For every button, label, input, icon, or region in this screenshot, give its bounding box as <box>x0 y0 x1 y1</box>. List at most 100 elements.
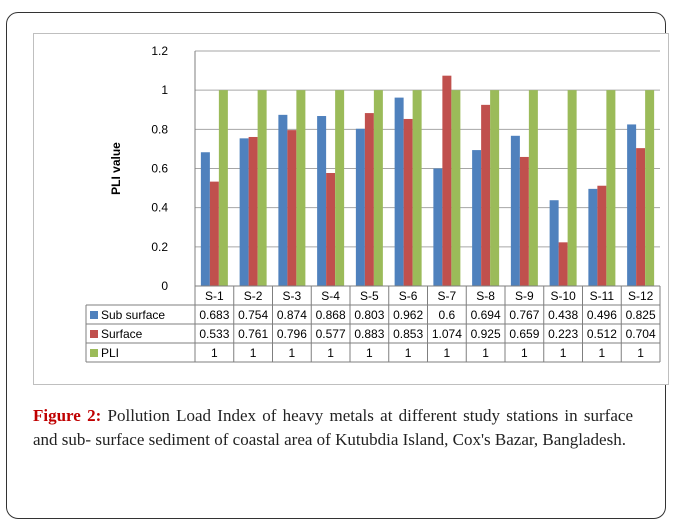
data-label: 1 <box>327 346 334 360</box>
y-tick-label: 1.2 <box>151 44 168 58</box>
legend-swatch <box>90 349 98 357</box>
y-tick-label: 0.6 <box>151 162 168 176</box>
bar <box>528 90 538 286</box>
bar <box>317 116 327 287</box>
bar <box>636 148 646 286</box>
data-label: 0.754 <box>238 308 268 322</box>
bar <box>326 173 336 286</box>
data-label: 0.512 <box>587 327 617 341</box>
bar <box>355 128 365 286</box>
bar <box>442 75 452 286</box>
data-label: 0.496 <box>587 308 617 322</box>
bar <box>481 104 491 287</box>
bar <box>472 150 482 286</box>
legend-swatch <box>90 311 98 319</box>
legend-swatch <box>90 330 98 338</box>
figure-label: Figure 2: <box>33 406 102 425</box>
x-tick-label: S-7 <box>438 289 457 303</box>
bar <box>257 90 267 286</box>
x-tick-label: S-2 <box>244 289 263 303</box>
data-label: 0.577 <box>316 327 346 341</box>
y-tick-label: 0.8 <box>151 122 168 136</box>
data-label: 0.803 <box>354 308 384 322</box>
bar <box>218 90 228 286</box>
x-tick-label: S-10 <box>550 289 576 303</box>
bar <box>278 114 288 286</box>
data-label: 0.683 <box>199 308 229 322</box>
data-label: 0.438 <box>548 308 578 322</box>
bar <box>597 185 607 286</box>
caption-text: Pollution Load Index of heavy metals at … <box>33 406 633 449</box>
bar <box>248 136 258 286</box>
bar <box>606 90 616 286</box>
x-tick-label: S-9 <box>515 289 534 303</box>
legend-label: Sub surface <box>101 308 165 322</box>
bar <box>510 135 520 286</box>
data-label: 0.767 <box>509 308 539 322</box>
x-tick-label: S-1 <box>205 289 224 303</box>
data-label: 1 <box>289 346 296 360</box>
y-tick-label: 0.4 <box>151 201 168 215</box>
data-label: 0.659 <box>509 327 539 341</box>
bar <box>519 156 529 286</box>
bar <box>296 90 306 286</box>
x-tick-label: S-5 <box>360 289 379 303</box>
data-label: 1.074 <box>432 327 462 341</box>
x-tick-label: S-11 <box>590 289 615 303</box>
bar <box>287 130 297 286</box>
bar <box>335 90 345 286</box>
legend-label: PLI <box>101 346 119 360</box>
bar <box>412 90 422 286</box>
pli-chart: 0 0.2 0.4 0.6 0.8 1 1.2 PLI value S-1 S-2 S-3 S-4 S-… <box>85 44 661 363</box>
x-tick-label: S-3 <box>283 289 302 303</box>
data-label: 1 <box>637 346 644 360</box>
data-label: 1 <box>405 346 412 360</box>
data-label: 0.962 <box>393 308 423 322</box>
bar <box>433 168 443 286</box>
x-tick-label: S-12 <box>628 289 654 303</box>
y-tick-label: 1 <box>161 83 168 97</box>
x-tick-label: S-6 <box>399 289 418 303</box>
data-label: 1 <box>521 346 528 360</box>
data-label: 0.883 <box>354 327 384 341</box>
data-label: 0.694 <box>471 308 501 322</box>
bar <box>558 242 568 286</box>
bar <box>209 181 219 286</box>
data-label: 0.853 <box>393 327 423 341</box>
bar <box>451 90 461 286</box>
data-label: 0.223 <box>548 327 578 341</box>
data-label: 0.761 <box>238 327 268 341</box>
x-tick-label: S-8 <box>476 289 495 303</box>
data-label: 0.825 <box>626 308 656 322</box>
data-label: 0.925 <box>471 327 501 341</box>
legend-label: Surface <box>101 327 143 341</box>
bar <box>239 138 249 286</box>
bar <box>549 200 559 286</box>
data-label: 0.796 <box>277 327 307 341</box>
data-label: 0.533 <box>199 327 229 341</box>
data-label: 1 <box>560 346 567 360</box>
bar <box>627 124 637 286</box>
x-tick-label: S-4 <box>321 289 340 303</box>
bar <box>200 152 210 286</box>
bar <box>588 188 598 286</box>
data-label: 0.704 <box>626 327 656 341</box>
y-tick-label: 0.2 <box>151 240 168 254</box>
chart-area: 0 0.2 0.4 0.6 0.8 1 1.2 PLI value S-1 S-2 S-3 S-4 S-… <box>33 33 669 385</box>
data-label: 0.874 <box>277 308 307 322</box>
bar <box>567 90 577 286</box>
data-label: 1 <box>250 346 257 360</box>
bar <box>645 90 655 286</box>
bar <box>490 90 500 286</box>
bar <box>394 97 404 286</box>
data-label: 1 <box>482 346 489 360</box>
bar <box>373 90 383 286</box>
data-label: 0.868 <box>316 308 346 322</box>
bar <box>364 113 374 287</box>
data-label: 1 <box>366 346 373 360</box>
figure-caption: Figure 2: Pollution Load Index of heavy … <box>33 404 633 452</box>
data-label: 1 <box>211 346 218 360</box>
bar <box>403 118 413 287</box>
data-label: 1 <box>599 346 606 360</box>
data-label: 1 <box>444 346 451 360</box>
